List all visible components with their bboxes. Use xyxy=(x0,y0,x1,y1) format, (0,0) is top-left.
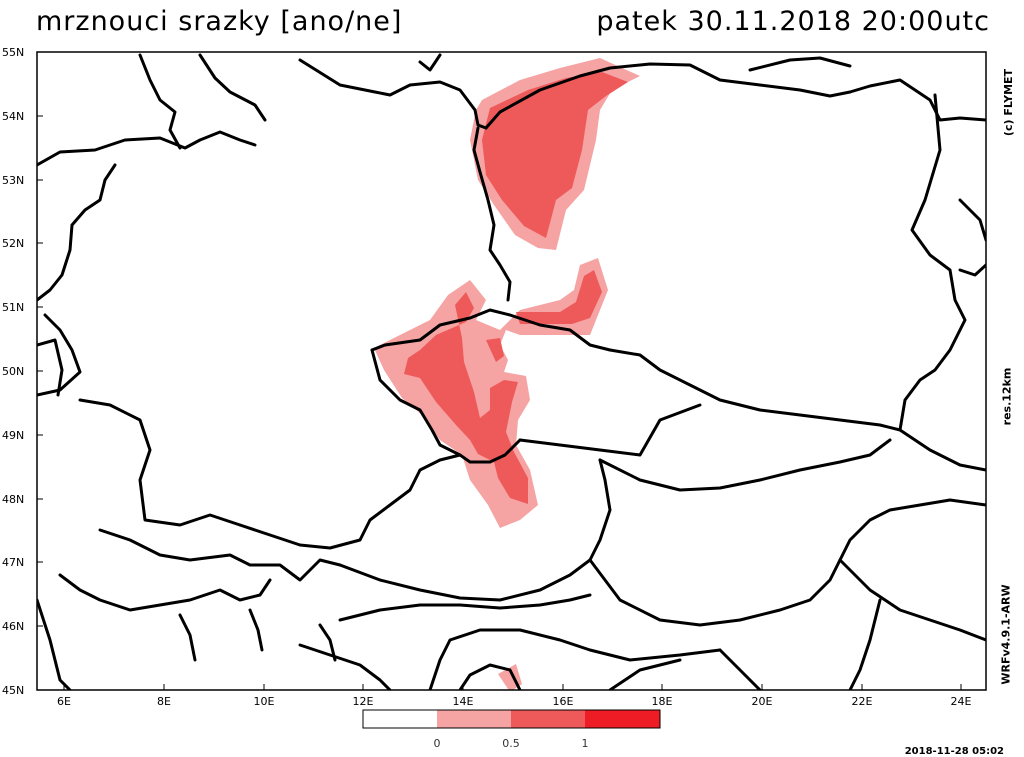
lon-label: 14E xyxy=(453,695,474,708)
legend-swatch xyxy=(363,710,437,728)
lon-label: 22E xyxy=(852,695,873,708)
precip-inner-band xyxy=(404,72,628,504)
run-timestamp: 2018-11-28 05:02 xyxy=(904,746,1004,757)
legend-tick-label: 1 xyxy=(582,737,589,750)
model-label: WRFv4.9.1-ARW xyxy=(999,584,1013,685)
lon-label: 12E xyxy=(353,695,374,708)
lon-label: 16E xyxy=(553,695,574,708)
lat-label: 45N xyxy=(2,684,24,697)
latitude-axis: 55N 54N 53N 52N 51N 50N 49N 48N 47N 46N … xyxy=(2,46,43,697)
lon-label: 8E xyxy=(157,695,171,708)
legend-tick-label: 0.5 xyxy=(502,737,520,750)
legend-tick-label: 0 xyxy=(434,737,441,750)
lat-label: 49N xyxy=(2,429,24,442)
legend-swatch xyxy=(585,710,660,728)
lon-label: 10E xyxy=(254,695,275,708)
longitude-axis: 6E 8E 10E 12E 14E 16E 18E 20E 22E 24E xyxy=(57,684,972,708)
lon-label: 20E xyxy=(752,695,773,708)
legend-swatch xyxy=(437,710,511,728)
lat-label: 55N xyxy=(2,46,24,59)
resolution-label: res.12km xyxy=(1000,367,1014,426)
lat-label: 47N xyxy=(2,556,24,569)
color-legend: 0 0.5 1 xyxy=(362,709,661,750)
legend-frame xyxy=(362,709,661,729)
map-title: mrznouci srazky [ano/ne] xyxy=(36,6,403,37)
copyright-label: (c) FLYMET xyxy=(1001,68,1015,137)
legend-swatch xyxy=(511,710,585,728)
lat-label: 54N xyxy=(2,110,24,123)
lat-label: 53N xyxy=(2,174,24,187)
lat-label: 50N xyxy=(2,365,24,378)
lon-label: 18E xyxy=(652,695,673,708)
map-datetime: patek 30.11.2018 20:00utc xyxy=(596,6,990,37)
country-borders xyxy=(37,53,986,690)
lat-label: 51N xyxy=(2,301,24,314)
lon-label: 24E xyxy=(951,695,972,708)
lat-label: 52N xyxy=(2,237,24,250)
lat-label: 46N xyxy=(2,620,24,633)
lat-label: 48N xyxy=(2,493,24,506)
lon-label: 6E xyxy=(57,695,71,708)
